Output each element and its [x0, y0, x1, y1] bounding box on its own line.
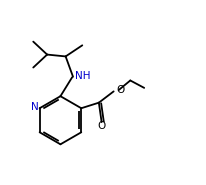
Text: O: O: [116, 85, 125, 95]
Text: NH: NH: [75, 71, 90, 81]
Text: O: O: [98, 121, 106, 131]
Text: N: N: [30, 102, 38, 112]
